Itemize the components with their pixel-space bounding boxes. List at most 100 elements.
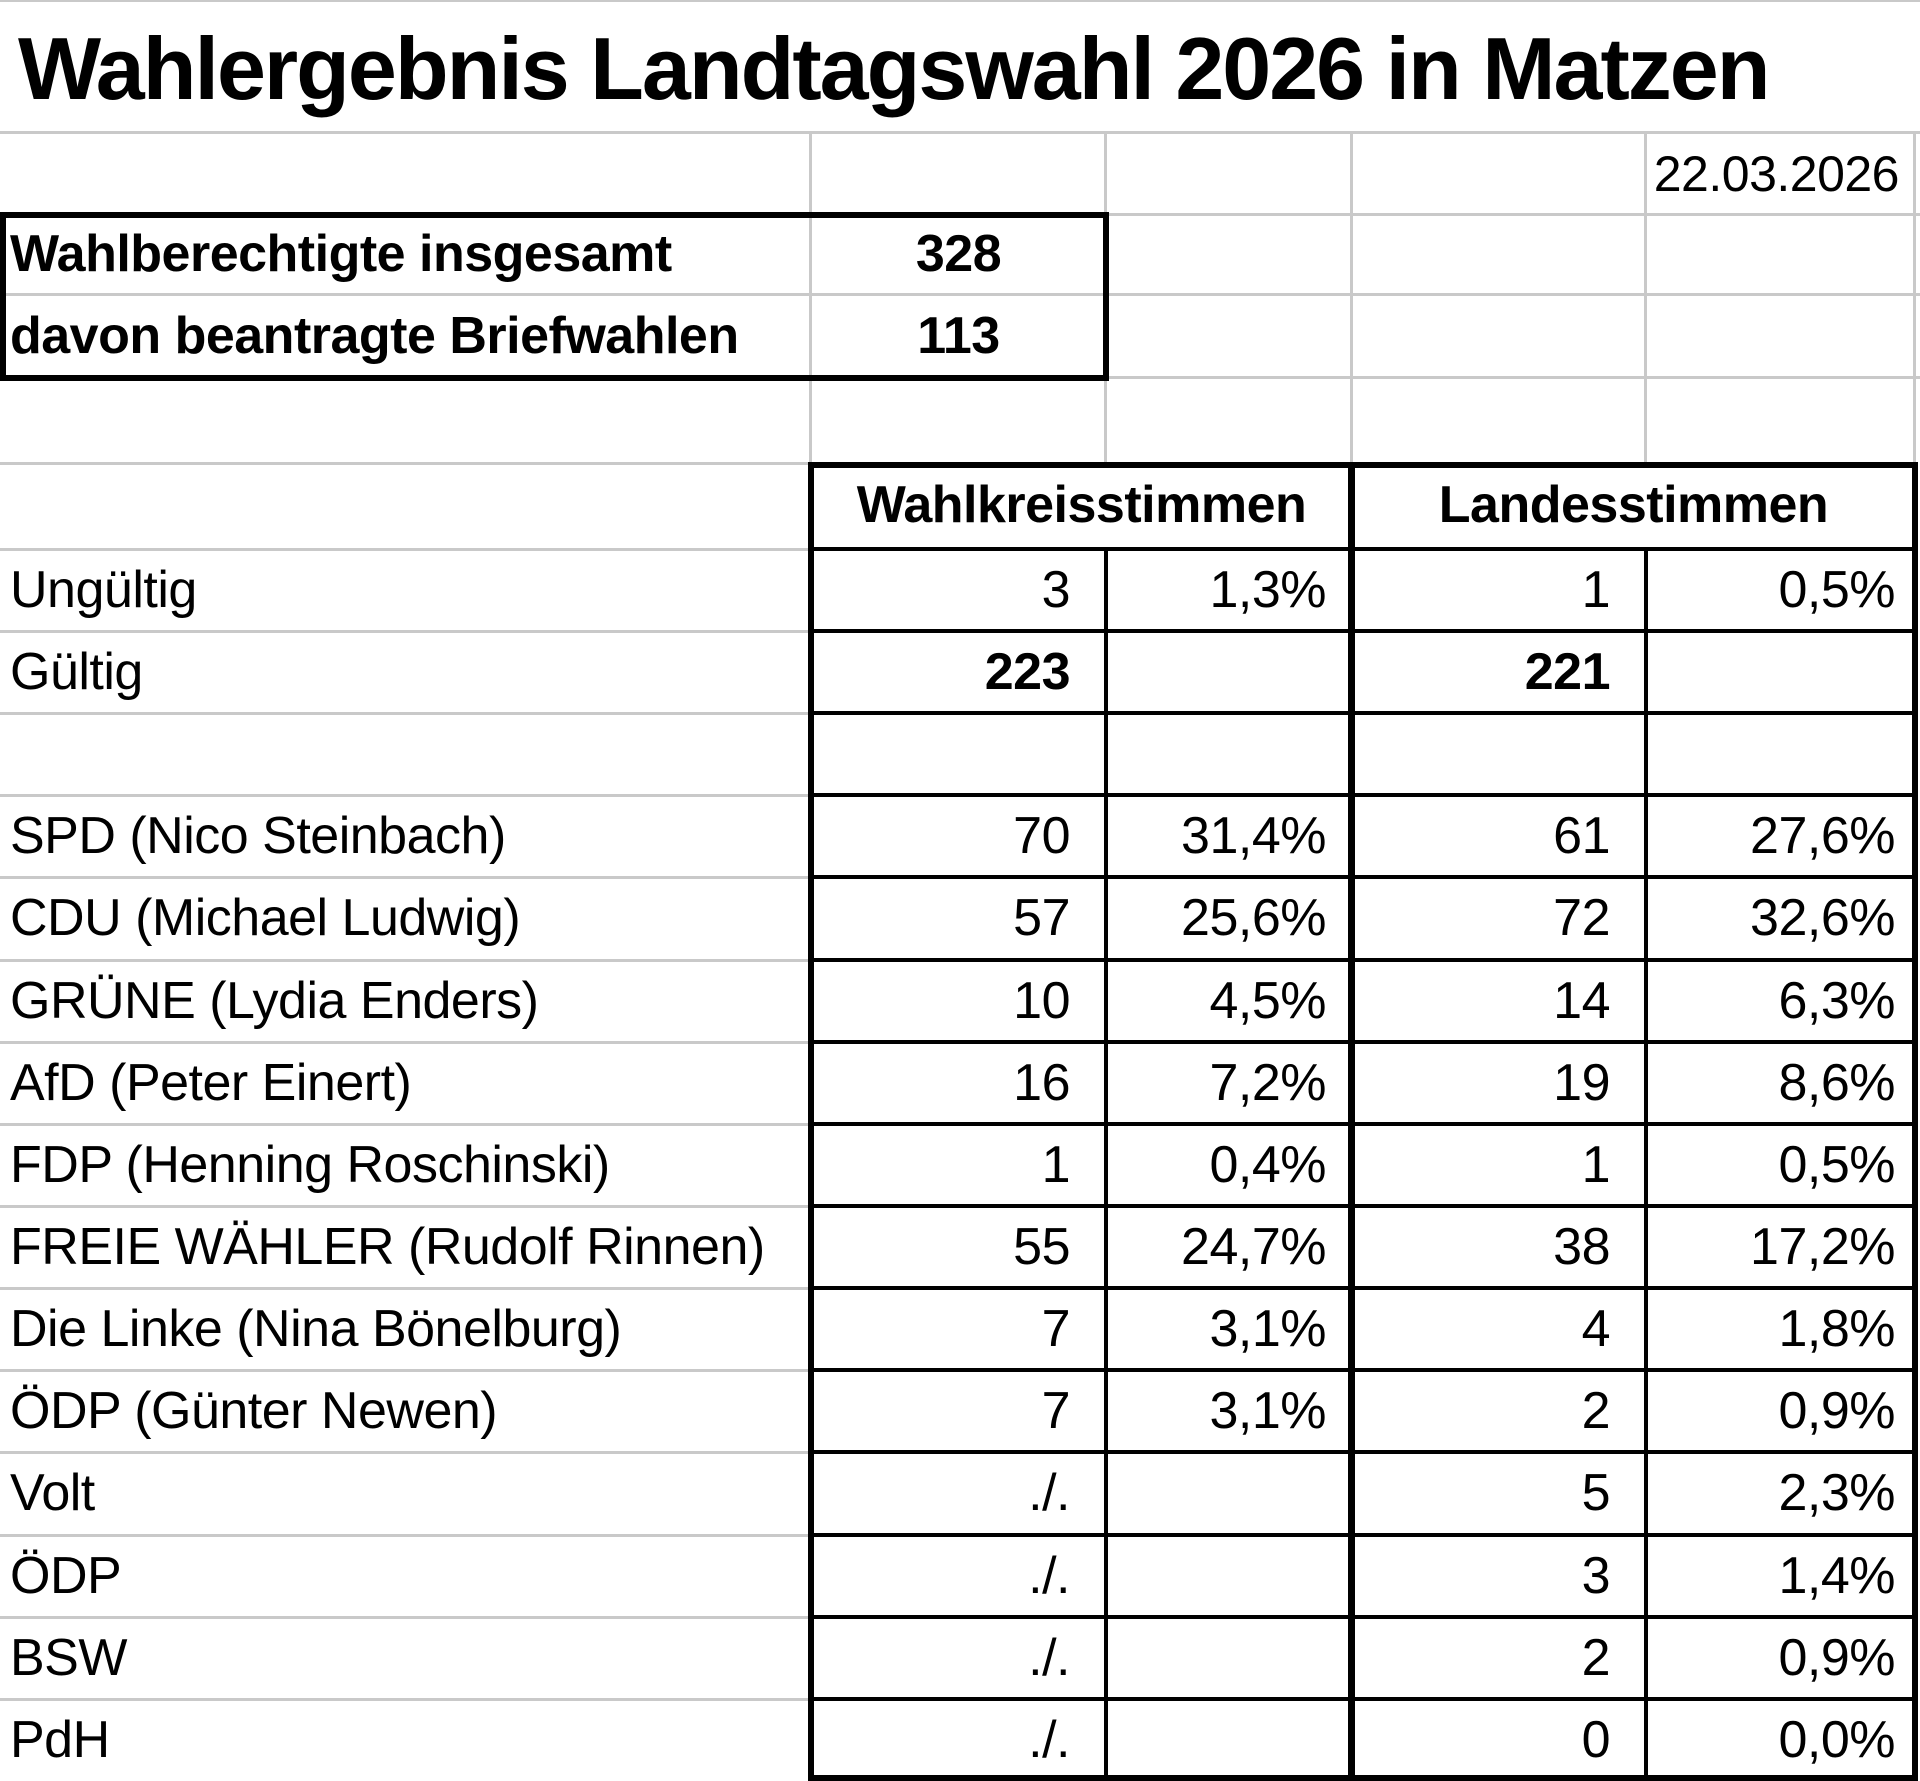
wahlkreis-votes-cell-10[interactable]: 7 <box>1041 1382 1071 1440</box>
result-row-label-11[interactable]: Volt <box>10 1464 95 1522</box>
grid-line <box>0 1451 811 1454</box>
landes-votes-cell-7[interactable]: 1 <box>1581 1136 1611 1194</box>
landes-votes-cell-5[interactable]: 14 <box>1553 972 1610 1030</box>
grid-line <box>0 1369 811 1372</box>
landes-votes-cell-9[interactable]: 4 <box>1581 1300 1611 1358</box>
column-group-wahlkreisstimmen[interactable]: Wahlkreisstimmen <box>856 476 1307 534</box>
result-row-label-8[interactable]: FREIE WÄHLER (Rudolf Rinnen) <box>10 1218 765 1276</box>
landes-votes-cell-11[interactable]: 5 <box>1581 1464 1611 1522</box>
result-row-label-12[interactable]: ÖDP <box>10 1547 122 1605</box>
wahlkreis-percent-cell-7[interactable]: 0,4% <box>1209 1136 1326 1194</box>
result-row-label-3[interactable]: SPD (Nico Steinbach) <box>10 807 506 865</box>
table-row-border <box>808 711 1918 715</box>
landes-votes-cell-10[interactable]: 2 <box>1581 1382 1611 1440</box>
wahlkreis-percent-cell-10[interactable]: 3,1% <box>1209 1382 1326 1440</box>
grid-line <box>809 133 812 213</box>
grid-line <box>0 1123 811 1126</box>
landes-percent-cell-13[interactable]: 0,9% <box>1778 1629 1895 1687</box>
wahlkreis-percent-cell-13[interactable] <box>1106 1617 1352 1699</box>
grid-line <box>1644 133 1647 462</box>
summary-label-postal-ballots[interactable]: davon beantragte Briefwahlen <box>10 307 739 365</box>
result-row-label-6[interactable]: AfD (Peter Einert) <box>10 1054 412 1112</box>
summary-value-postal-ballots[interactable]: 113 <box>917 307 1000 365</box>
landes-percent-cell-11[interactable]: 2,3% <box>1778 1464 1895 1522</box>
wahlkreis-votes-cell-1[interactable]: 223 <box>984 643 1071 701</box>
wahlkreis-percent-cell-12[interactable] <box>1106 1535 1352 1617</box>
result-row-label-4[interactable]: CDU (Michael Ludwig) <box>10 889 521 947</box>
wahlkreis-percent-cell-0[interactable]: 1,3% <box>1209 561 1326 619</box>
landes-votes-cell-8[interactable]: 38 <box>1553 1218 1610 1276</box>
grid-line <box>0 462 811 465</box>
wahlkreis-percent-cell-14[interactable] <box>1106 1699 1352 1781</box>
landes-votes-cell-0[interactable]: 1 <box>1581 561 1611 619</box>
landes-percent-cell-4[interactable]: 32,6% <box>1750 889 1895 947</box>
wahlkreis-percent-cell-5[interactable]: 4,5% <box>1209 972 1326 1030</box>
grid-line <box>0 959 811 962</box>
result-row-label-1[interactable]: Gültig <box>10 643 143 701</box>
landes-percent-cell-9[interactable]: 1,8% <box>1778 1300 1895 1358</box>
landes-percent-cell-7[interactable]: 0,5% <box>1778 1136 1895 1194</box>
table-column-border <box>1644 549 1648 1781</box>
result-row-label-2[interactable] <box>10 713 805 795</box>
wahlkreis-votes-cell-14[interactable]: ./. <box>1028 1711 1070 1769</box>
wahlkreis-percent-cell-6[interactable]: 7,2% <box>1209 1054 1326 1112</box>
grid-line <box>1104 381 1107 462</box>
landes-percent-cell-8[interactable]: 17,2% <box>1750 1218 1895 1276</box>
grid-line <box>1109 213 1920 216</box>
result-row-label-10[interactable]: ÖDP (Günter Newen) <box>10 1382 498 1440</box>
wahlkreis-votes-cell-3[interactable]: 70 <box>1013 807 1070 865</box>
wahlkreis-percent-cell-9[interactable]: 3,1% <box>1209 1300 1326 1358</box>
wahlkreis-votes-cell-5[interactable]: 10 <box>1013 972 1070 1030</box>
page-title: Wahlergebnis Landtagswahl 2026 in Matzen <box>18 19 1770 118</box>
result-row-label-9[interactable]: Die Linke (Nina Bönelburg) <box>10 1300 622 1358</box>
wahlkreis-votes-cell-6[interactable]: 16 <box>1013 1054 1070 1112</box>
wahlkreis-percent-cell-11[interactable] <box>1106 1452 1352 1535</box>
wahlkreis-votes-cell-9[interactable]: 7 <box>1041 1300 1071 1358</box>
result-row-label-5[interactable]: GRÜNE (Lydia Enders) <box>10 972 539 1030</box>
grid-line <box>809 215 812 378</box>
landes-percent-cell-0[interactable]: 0,5% <box>1778 561 1895 619</box>
landes-votes-cell-6[interactable]: 19 <box>1553 1054 1610 1112</box>
result-row-label-13[interactable]: BSW <box>10 1629 127 1687</box>
result-row-label-0[interactable]: Ungültig <box>10 561 197 619</box>
result-row-label-14[interactable]: PdH <box>10 1711 110 1769</box>
table-row-border <box>808 629 1918 633</box>
wahlkreis-percent-cell-2[interactable] <box>1106 713 1352 795</box>
wahlkreis-percent-cell-4[interactable]: 25,6% <box>1181 889 1326 947</box>
landes-percent-cell-6[interactable]: 8,6% <box>1778 1054 1895 1112</box>
table-row-border <box>808 1450 1918 1454</box>
grid-line <box>0 1698 811 1701</box>
summary-value-eligible-voters[interactable]: 328 <box>915 225 1002 283</box>
landes-votes-cell-4[interactable]: 72 <box>1553 889 1610 947</box>
landes-votes-cell-13[interactable]: 2 <box>1581 1629 1611 1687</box>
wahlkreis-votes-cell-13[interactable]: ./. <box>1028 1629 1070 1687</box>
column-group-landesstimmen[interactable]: Landesstimmen <box>1438 476 1829 534</box>
wahlkreis-votes-cell-7[interactable]: 1 <box>1041 1136 1071 1194</box>
wahlkreis-votes-cell-12[interactable]: ./. <box>1028 1547 1070 1605</box>
landes-percent-cell-14[interactable]: 0,0% <box>1778 1711 1895 1769</box>
date-cell[interactable]: 22.03.2026 <box>1653 146 1900 202</box>
landes-percent-cell-1[interactable] <box>1646 631 1915 713</box>
landes-votes-cell-1[interactable]: 221 <box>1524 643 1611 701</box>
landes-percent-cell-12[interactable]: 1,4% <box>1778 1547 1895 1605</box>
grid-line <box>0 293 1920 296</box>
wahlkreis-percent-cell-3[interactable]: 31,4% <box>1181 807 1326 865</box>
landes-votes-cell-14[interactable]: 0 <box>1581 1711 1611 1769</box>
wahlkreis-percent-cell-8[interactable]: 24,7% <box>1181 1218 1326 1276</box>
landes-votes-cell-3[interactable]: 61 <box>1553 807 1610 865</box>
landes-percent-cell-10[interactable]: 0,9% <box>1778 1382 1895 1440</box>
wahlkreis-votes-cell-4[interactable]: 57 <box>1013 889 1070 947</box>
landes-votes-cell-2[interactable] <box>1352 713 1646 795</box>
landes-percent-cell-2[interactable] <box>1646 713 1915 795</box>
table-row-border <box>808 1122 1918 1126</box>
landes-percent-cell-3[interactable]: 27,6% <box>1750 807 1895 865</box>
wahlkreis-votes-cell-11[interactable]: ./. <box>1028 1464 1070 1522</box>
wahlkreis-votes-cell-0[interactable]: 3 <box>1041 561 1071 619</box>
landes-votes-cell-12[interactable]: 3 <box>1581 1547 1611 1605</box>
wahlkreis-votes-cell-8[interactable]: 55 <box>1013 1218 1070 1276</box>
summary-label-eligible-voters[interactable]: Wahlberechtigte insgesamt <box>10 225 672 283</box>
landes-percent-cell-5[interactable]: 6,3% <box>1778 972 1895 1030</box>
wahlkreis-votes-cell-2[interactable] <box>811 713 1106 795</box>
result-row-label-7[interactable]: FDP (Henning Roschinski) <box>10 1136 610 1194</box>
wahlkreis-percent-cell-1[interactable] <box>1106 631 1352 713</box>
